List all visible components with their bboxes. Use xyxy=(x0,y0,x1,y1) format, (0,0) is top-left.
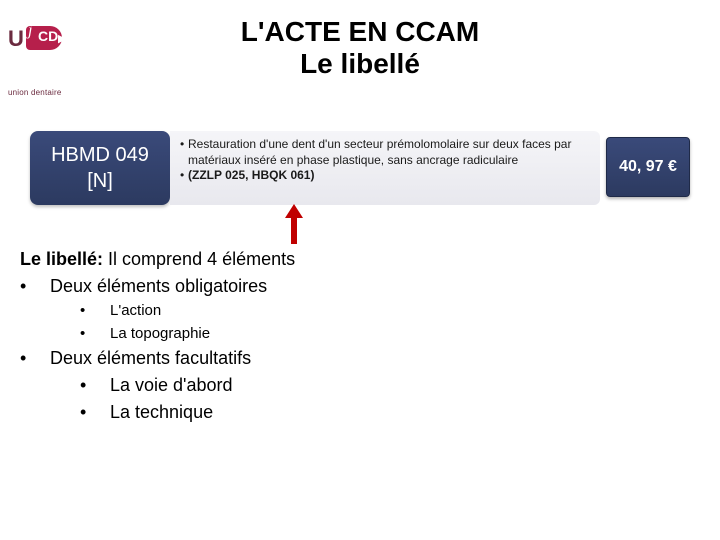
code-box: HBMD 049 [N] xyxy=(30,131,170,205)
mandatory-item-2: •La topographie xyxy=(80,323,680,346)
title-line1: L'ACTE EN CCAM xyxy=(0,16,720,48)
title-line2: Le libellé xyxy=(0,48,720,80)
heading-label: Le libellé: xyxy=(20,249,103,269)
code-line2: [N] xyxy=(30,168,170,194)
mandatory-intro: •Deux éléments obligatoires xyxy=(20,273,680,300)
slide-title: L'ACTE EN CCAM Le libellé xyxy=(0,16,720,80)
price-value: 40, 97 € xyxy=(619,158,677,176)
optional-item-2: •La technique xyxy=(80,399,680,426)
optional-item-1: •La voie d'abord xyxy=(80,372,680,399)
code-line1: HBMD 049 xyxy=(30,142,170,168)
description-box: •Restauration d'une dent d'un secteur pr… xyxy=(170,131,600,205)
heading-line: Le libellé: Il comprend 4 éléments xyxy=(20,246,680,273)
desc-line2: (ZZLP 025, HBQK 061) xyxy=(188,168,314,184)
desc-line1: Restauration d'une dent d'un secteur pré… xyxy=(188,137,590,168)
heading-rest: Il comprend 4 éléments xyxy=(103,249,295,269)
price-box: 40, 97 € xyxy=(606,137,690,197)
logo-subtext: union dentaire xyxy=(8,88,78,97)
body-text: Le libellé: Il comprend 4 éléments •Deux… xyxy=(20,246,680,426)
logo-mark: U j CD ▶ xyxy=(8,26,68,56)
arrow-up-icon xyxy=(285,204,303,244)
mandatory-item-1: •L'action xyxy=(80,300,680,323)
logo: U j CD ▶ union dentaire xyxy=(8,26,78,97)
optional-intro: •Deux éléments facultatifs xyxy=(20,345,680,372)
act-row: HBMD 049 [N] •Restauration d'une dent d'… xyxy=(30,131,690,205)
